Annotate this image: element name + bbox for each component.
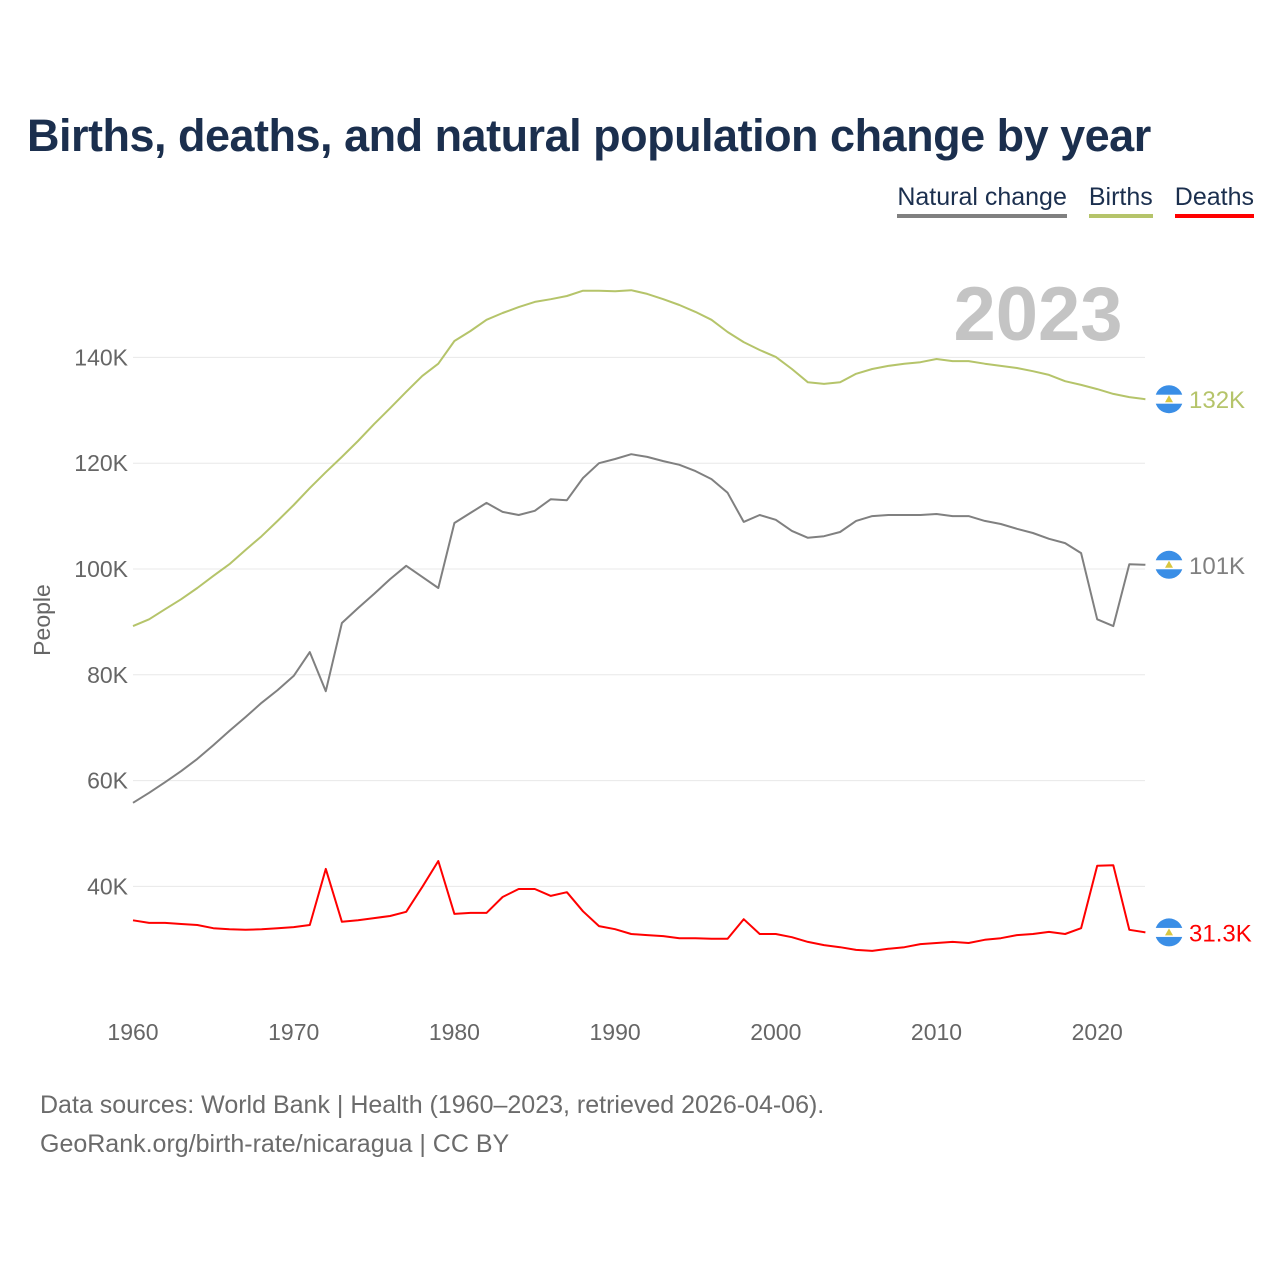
legend-births[interactable]: Births xyxy=(1088,183,1153,218)
y-tick-label: 40K xyxy=(87,873,129,899)
legend-deaths[interactable]: Deaths xyxy=(1174,183,1254,218)
footer-link[interactable]: GeoRank.org/birth-rate/nicaragua | CC BY xyxy=(40,1130,510,1158)
series-line-deaths xyxy=(132,860,1146,952)
series-line-natural-change xyxy=(132,453,1146,804)
x-tick-label: 2020 xyxy=(1072,1019,1123,1045)
flag-icon xyxy=(1155,550,1183,579)
flag-emblem xyxy=(1165,928,1173,936)
footer: Data sources: World Bank | Health (1960–… xyxy=(40,1086,824,1164)
x-tick-label: 1980 xyxy=(429,1019,480,1045)
flag-emblem xyxy=(1165,560,1173,568)
y-tick-label: 140K xyxy=(74,344,128,370)
end-label-deaths: 31.3K xyxy=(1189,920,1252,947)
y-tick-label: 60K xyxy=(87,768,129,794)
x-tick-label: 1990 xyxy=(590,1019,641,1045)
y-tick-label: 80K xyxy=(87,662,129,688)
year-watermark: 2023 xyxy=(953,272,1122,357)
flag-icon xyxy=(1155,918,1183,947)
flag-icon xyxy=(1155,385,1183,414)
end-label-births: 132K xyxy=(1189,387,1245,414)
chart-title: Births, deaths, and natural population c… xyxy=(27,110,1151,161)
end-label-natural-change: 101K xyxy=(1189,553,1245,580)
legend-natural-change[interactable]: Natural change xyxy=(897,183,1067,218)
y-tick-label: 120K xyxy=(74,450,128,476)
series-line-births xyxy=(132,289,1146,628)
flag-emblem xyxy=(1165,395,1173,403)
y-axis-label: People xyxy=(29,584,55,656)
y-tick-label: 100K xyxy=(74,556,128,582)
x-tick-label: 2010 xyxy=(911,1019,962,1045)
legend: Natural change Births Deaths xyxy=(897,183,1254,218)
footer-sources: Data sources: World Bank | Health (1960–… xyxy=(40,1091,825,1119)
x-tick-label: 1970 xyxy=(268,1019,319,1045)
x-tick-label: 2000 xyxy=(750,1019,801,1045)
x-tick-label: 1960 xyxy=(107,1019,158,1045)
